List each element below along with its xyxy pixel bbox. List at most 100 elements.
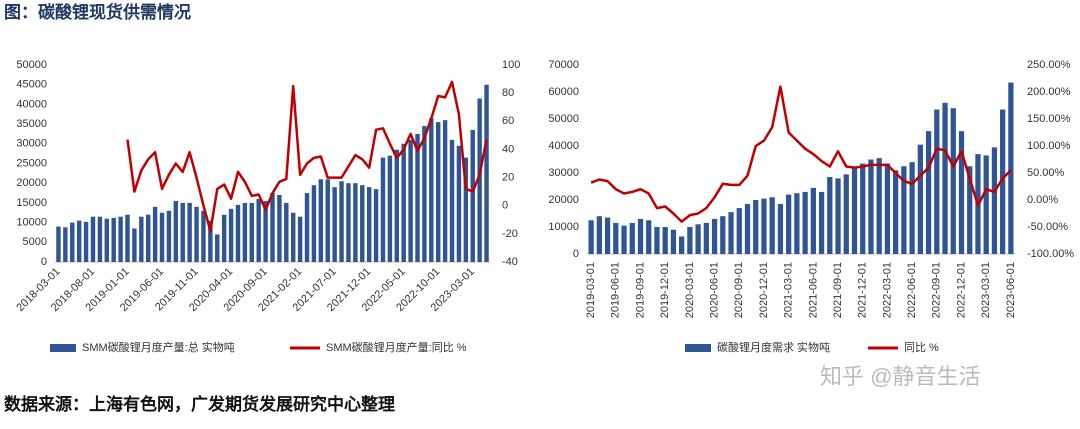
x-tick-label: 2019-09-01 [634,262,646,318]
y-tick-label: 30000 [548,167,579,179]
x-tick-label: 2021-12-01 [857,262,869,318]
y2-tick-label: 100.00% [1027,140,1071,152]
bar [604,217,611,254]
bar [934,109,940,254]
bar [484,84,489,262]
bar [958,131,965,254]
bar [76,220,82,262]
bar [297,216,303,262]
bar [588,220,594,254]
bar [436,122,441,262]
bar [876,158,882,254]
bar [777,204,784,254]
bar [786,194,792,254]
y2-tick-label: 0.00% [1027,194,1058,206]
y-tick-label: 15000 [16,197,47,209]
bar [456,145,462,262]
line-series [590,85,1012,223]
bar [967,166,973,254]
y2-tick-label: 0 [502,200,508,212]
bar [235,204,241,262]
bar [843,174,849,254]
bar [909,162,915,254]
y-tick-label: 40000 [16,98,47,110]
y2-tick-label: -20 [502,228,518,240]
figure-title: 图：碳酸锂现货供需情况 [4,2,191,22]
bar [596,216,602,254]
bar [70,222,75,262]
bar [318,179,324,262]
bar [761,198,767,254]
y2-tick-label: -50.00% [1027,221,1068,233]
y-tick-label: 30000 [16,138,47,150]
legend-label: 同比 % [904,341,939,354]
y2-tick-label: -40 [502,256,518,268]
x-tick-label: 2021-03-01 [783,262,795,318]
x-tick-label: 2021-06-01 [807,262,819,318]
bar [711,218,718,254]
bar [304,193,310,262]
bar [152,206,158,262]
legend-swatch [50,344,76,352]
line-series [126,80,488,233]
bar [125,214,130,262]
bar [827,177,833,254]
bar [860,163,866,254]
bar [901,166,907,254]
bar [360,185,365,262]
bar [339,181,344,262]
bar [242,202,248,262]
bar [139,216,144,262]
bar [83,221,89,262]
bar [401,143,406,262]
bar [104,218,109,262]
y2-tick-label: 200.00% [1027,86,1071,98]
bar [311,185,317,262]
bar [332,187,337,262]
bar [111,217,116,262]
y-tick-label: 70000 [548,59,579,71]
bar [270,193,275,262]
bar [201,210,206,262]
bar [284,202,289,262]
y2-tick-label: 250.00% [1027,59,1071,71]
bar [346,183,351,262]
bar [851,167,858,254]
bar [325,179,330,262]
bar [228,208,234,262]
bar [394,149,399,262]
bar [893,170,899,254]
y-tick-label: 0 [41,256,47,268]
bar [744,204,751,254]
bar [810,187,816,254]
bar [442,120,448,262]
bar [263,200,268,262]
bar [621,225,627,254]
bar [753,200,759,254]
bar [728,212,734,254]
bar [256,198,261,262]
bar [802,191,808,254]
bar [408,139,413,262]
y-tick-label: 5000 [23,236,47,248]
bar [387,155,393,262]
x-tick-label: 2020-03-01 [684,262,696,318]
x-tick-label: 2019-12-01 [659,262,671,318]
bar [166,210,172,262]
x-tick-label: 2022-06-01 [906,262,918,318]
y-tick-label: 25000 [16,157,47,169]
bar [794,193,800,254]
bar [249,202,254,262]
bar [720,216,726,254]
bar [991,147,998,254]
bar [983,155,989,254]
y-tick-label: 0 [573,248,579,260]
bar [662,227,668,254]
bar [173,200,179,262]
x-tick-label: 2022-03-01 [881,262,893,318]
y2-tick-label: 60 [502,115,514,127]
watermark: 知乎 @静音生活 [820,364,980,389]
bar [180,202,185,262]
x-tick-label: 2020-09-01 [733,262,745,318]
bar [1000,109,1006,254]
